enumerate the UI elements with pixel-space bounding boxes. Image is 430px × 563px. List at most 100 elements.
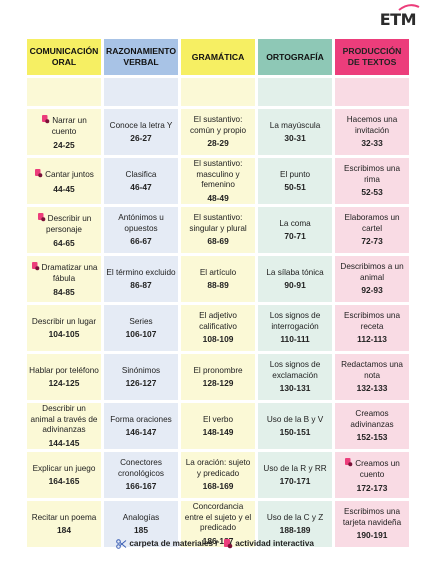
interactive-activity-icon xyxy=(31,261,40,275)
topic-text: Hablar por teléfono xyxy=(29,365,99,375)
table-row: Cantar juntos 44-45 Clasifica 46-47 El susta… xyxy=(27,158,410,204)
page-range: 90-91 xyxy=(284,280,306,290)
topic-text: El sustantivo: singular y plural xyxy=(189,213,247,233)
table-cell: Los signos de exclamación 130-131 xyxy=(258,354,333,400)
table-cell: Escribimos una rima 52-53 xyxy=(335,158,410,204)
table-cell: La mayúscula 30-31 xyxy=(258,109,333,155)
table-cell: Narrar un cuento 24-25 xyxy=(27,109,101,155)
header-gramatica: GRAMÁTICA xyxy=(181,39,256,75)
topic-text: Series xyxy=(129,316,153,326)
page-range: 112-113 xyxy=(357,334,387,345)
topic-text: Cantar juntos xyxy=(45,170,94,179)
topic-text: Describir un personaje xyxy=(46,213,92,235)
topic-text: Concordancia entre el sujeto y el predic… xyxy=(184,502,252,532)
table-cell: Uso de la C y Z 188-189 xyxy=(258,501,333,547)
table-cell: El artículo 88-89 xyxy=(181,256,256,302)
topic-text: El sustantivo: masculino y femenino xyxy=(193,159,243,189)
logo-swoosh-icon xyxy=(398,4,420,11)
table-cell: Cantar juntos 44-45 xyxy=(27,158,101,204)
blank-cell xyxy=(27,78,101,106)
page-range: 50-51 xyxy=(284,182,306,192)
legend-interactive: actividad interactiva xyxy=(235,539,314,548)
table-cell: El verbo 148-149 xyxy=(181,403,256,449)
blank-cell xyxy=(181,78,256,106)
topic-text: Describir un animal a través de adivinan… xyxy=(30,404,98,434)
topic-text: Creamos adivinanzas xyxy=(350,409,394,429)
page-range: 88-89 xyxy=(207,280,229,290)
logo-text: ETM xyxy=(379,10,417,29)
page-range: 108-109 xyxy=(202,334,234,345)
page-range: 84-85 xyxy=(53,286,75,297)
page-range: 166-167 xyxy=(125,481,157,492)
table-cell: Creamos un cuento 172-173 xyxy=(335,452,410,498)
spacer-row xyxy=(27,78,410,106)
table-cell: Describimos a un animal 92-93 xyxy=(335,256,410,302)
header-comunicacion-oral: COMUNICACIÓN ORAL xyxy=(27,39,101,75)
header-razonamiento-verbal: RAZONAMIENTO VERBAL xyxy=(104,39,179,75)
table-cell: Describir un animal a través de adivinan… xyxy=(27,403,101,449)
page-range: 164-165 xyxy=(48,476,80,486)
topic-text: Escribimos una receta xyxy=(344,311,401,331)
topic-text: Hacemos una invitación xyxy=(346,115,398,135)
interactive-activity-icon xyxy=(34,168,43,182)
table-cell: Describir un personaje 64-65 xyxy=(27,207,101,253)
table-cell: Antónimos u opuestos 66-67 xyxy=(104,207,179,253)
page-range: 48-49 xyxy=(207,192,229,203)
table-row: Dramatizar una fábula 84-85 El término exc… xyxy=(27,256,410,302)
topic-text: Describimos a un animal xyxy=(340,262,404,282)
topic-text: Analogías xyxy=(122,512,160,522)
page-range: 188-189 xyxy=(279,525,311,535)
table-cell: Recitar un poema 184 xyxy=(27,501,101,547)
page-range: 32-33 xyxy=(361,138,383,149)
table-cell: Dramatizar una fábula 84-85 xyxy=(27,256,101,302)
interactive-activity-icon xyxy=(37,212,46,226)
topic-text: Los signos de exclamación xyxy=(269,360,321,380)
topic-text: Uso de la B y V xyxy=(266,414,324,424)
page-range: 68-69 xyxy=(207,236,229,247)
table-cell: Series 106-107 xyxy=(104,305,179,351)
table-cell: Redactamos una nota 132-133 xyxy=(335,354,410,400)
topic-text: La oración: sujeto y predicado xyxy=(185,458,251,478)
table-row: Describir un animal a través de adivinan… xyxy=(27,403,410,449)
table-row: Describir un personaje 64-65 Antónimos u o… xyxy=(27,207,410,253)
table-cell: La sílaba tónica 90-91 xyxy=(258,256,333,302)
page-range: 92-93 xyxy=(361,285,383,296)
table-cell: Elaboramos un cartel 72-73 xyxy=(335,207,410,253)
header-produccion-textos: PRODUCCIÓN DE TEXTOS xyxy=(335,39,410,75)
blank-cell xyxy=(104,78,179,106)
table-cell: El adjetivo calificativo 108-109 xyxy=(181,305,256,351)
topic-text: Uso de la C y Z xyxy=(266,512,324,522)
topic-text: Los signos de interrogación xyxy=(269,311,321,331)
table-cell: Analogías 185 xyxy=(104,501,179,547)
page-range: 185 xyxy=(134,525,148,535)
topic-text: El adjetivo calificativo xyxy=(199,311,237,331)
topic-text: Dramatizar una fábula xyxy=(41,262,98,284)
topic-text: La coma xyxy=(279,218,311,228)
header-ortografia: ORTOGRAFÍA xyxy=(258,39,333,75)
topic-text: Sinónimos xyxy=(121,365,161,375)
table-cell: Escribimos una receta 112-113 xyxy=(335,305,410,351)
page-range: 170-171 xyxy=(279,476,311,486)
interactive-activity-icon xyxy=(344,457,353,471)
blank-cell xyxy=(335,78,410,106)
page-range: 130-131 xyxy=(279,383,311,394)
page-range: 184 xyxy=(57,525,71,535)
page-range: 24-25 xyxy=(53,139,75,150)
topic-text: El término excluido xyxy=(106,267,176,277)
page-range: 190-191 xyxy=(356,530,388,541)
etm-logo: ETM xyxy=(379,4,420,29)
page-range: 152-153 xyxy=(356,432,388,443)
page-range: 172-173 xyxy=(356,482,388,493)
table-cell: Escribimos una tarjeta navideña 190-191 xyxy=(335,501,410,547)
topic-text: El sustantivo: común y propio xyxy=(190,115,247,135)
page-range: 86-87 xyxy=(130,280,152,290)
page-range: 128-129 xyxy=(202,378,234,388)
topic-text: El artículo xyxy=(199,267,237,277)
table-row: Explicar un juego 164-165 Conectores crono… xyxy=(27,452,410,498)
header-row: COMUNICACIÓN ORAL RAZONAMIENTO VERBAL GR… xyxy=(27,39,410,75)
topic-text: Explicar un juego xyxy=(32,463,96,473)
page-range: 72-73 xyxy=(361,236,383,247)
table-cell: Concordancia entre el sujeto y el predic… xyxy=(181,501,256,547)
page-range: 104-105 xyxy=(48,329,80,339)
page-range: 124-125 xyxy=(48,378,80,388)
